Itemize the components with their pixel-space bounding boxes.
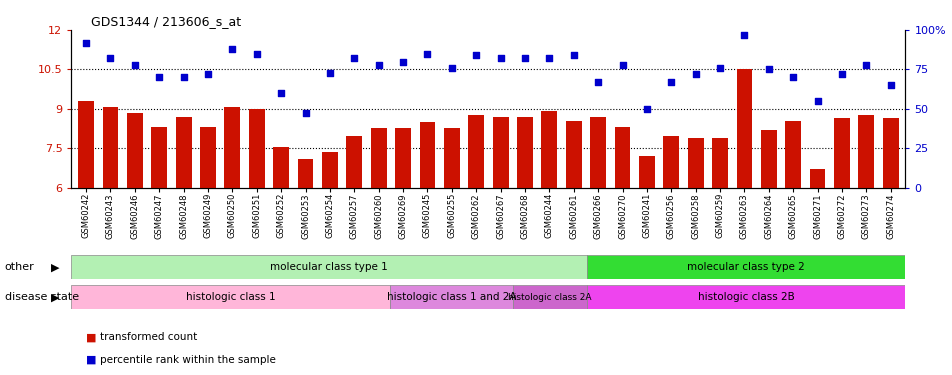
Bar: [273, 147, 288, 188]
Bar: [760, 130, 776, 188]
Bar: [585, 285, 904, 309]
Point: [614, 62, 629, 68]
Bar: [614, 127, 630, 188]
Point: [541, 56, 556, 62]
Text: ▶: ▶: [51, 292, 59, 302]
Bar: [541, 111, 557, 188]
Bar: [809, 169, 824, 188]
Point: [590, 79, 605, 85]
Point: [687, 71, 703, 77]
Text: GDS1344 / 213606_s_at: GDS1344 / 213606_s_at: [90, 15, 241, 28]
Bar: [517, 117, 532, 188]
Bar: [346, 136, 362, 188]
Bar: [512, 285, 585, 309]
Bar: [736, 69, 751, 188]
Bar: [103, 107, 118, 188]
Bar: [663, 136, 679, 188]
Point: [200, 71, 215, 77]
Text: histologic class 1 and 2A: histologic class 1 and 2A: [387, 292, 516, 302]
Point: [444, 65, 459, 71]
Point: [128, 62, 143, 68]
Point: [273, 90, 288, 96]
Bar: [322, 152, 338, 188]
Bar: [151, 127, 167, 188]
Point: [370, 62, 386, 68]
Point: [736, 32, 751, 38]
Text: ■: ■: [86, 355, 96, 365]
Bar: [419, 122, 435, 188]
Point: [420, 51, 435, 57]
Bar: [390, 285, 512, 309]
Text: histologic class 2A: histologic class 2A: [507, 292, 591, 302]
Bar: [200, 127, 216, 188]
Text: percentile rank within the sample: percentile rank within the sample: [100, 355, 276, 365]
Bar: [589, 117, 605, 188]
Bar: [687, 138, 703, 188]
Bar: [78, 101, 94, 188]
Point: [833, 71, 848, 77]
Point: [663, 79, 678, 85]
Point: [883, 82, 898, 88]
Point: [468, 52, 484, 58]
Text: ■: ■: [86, 333, 96, 342]
Point: [858, 62, 873, 68]
Bar: [444, 128, 459, 188]
Bar: [833, 118, 849, 188]
Bar: [248, 109, 265, 188]
Bar: [585, 255, 904, 279]
Point: [517, 56, 532, 62]
Bar: [297, 159, 313, 188]
Point: [784, 74, 800, 80]
Bar: [711, 138, 727, 188]
Bar: [395, 128, 410, 188]
Bar: [370, 128, 387, 188]
Point: [809, 98, 824, 104]
Point: [395, 58, 410, 64]
Point: [176, 74, 191, 80]
Point: [712, 65, 727, 71]
Point: [322, 69, 337, 75]
Point: [151, 74, 167, 80]
Point: [78, 40, 93, 46]
Bar: [71, 255, 585, 279]
Bar: [492, 117, 508, 188]
Point: [298, 111, 313, 117]
Text: other: other: [5, 262, 34, 272]
Text: molecular class type 1: molecular class type 1: [269, 262, 387, 272]
Bar: [565, 121, 581, 188]
Bar: [71, 285, 390, 309]
Text: disease state: disease state: [5, 292, 79, 302]
Point: [103, 56, 118, 62]
Bar: [858, 116, 873, 188]
Bar: [784, 121, 801, 188]
Point: [347, 56, 362, 62]
Text: histologic class 1: histologic class 1: [186, 292, 275, 302]
Bar: [127, 112, 143, 188]
Bar: [225, 107, 240, 188]
Point: [761, 66, 776, 72]
Point: [565, 52, 581, 58]
Point: [248, 51, 264, 57]
Bar: [467, 116, 484, 188]
Bar: [882, 118, 898, 188]
Text: transformed count: transformed count: [100, 333, 197, 342]
Point: [492, 56, 507, 62]
Text: molecular class type 2: molecular class type 2: [686, 262, 803, 272]
Point: [639, 106, 654, 112]
Bar: [175, 117, 191, 188]
Text: histologic class 2B: histologic class 2B: [697, 292, 793, 302]
Text: ▶: ▶: [51, 262, 59, 272]
Point: [225, 46, 240, 52]
Bar: [638, 156, 654, 188]
